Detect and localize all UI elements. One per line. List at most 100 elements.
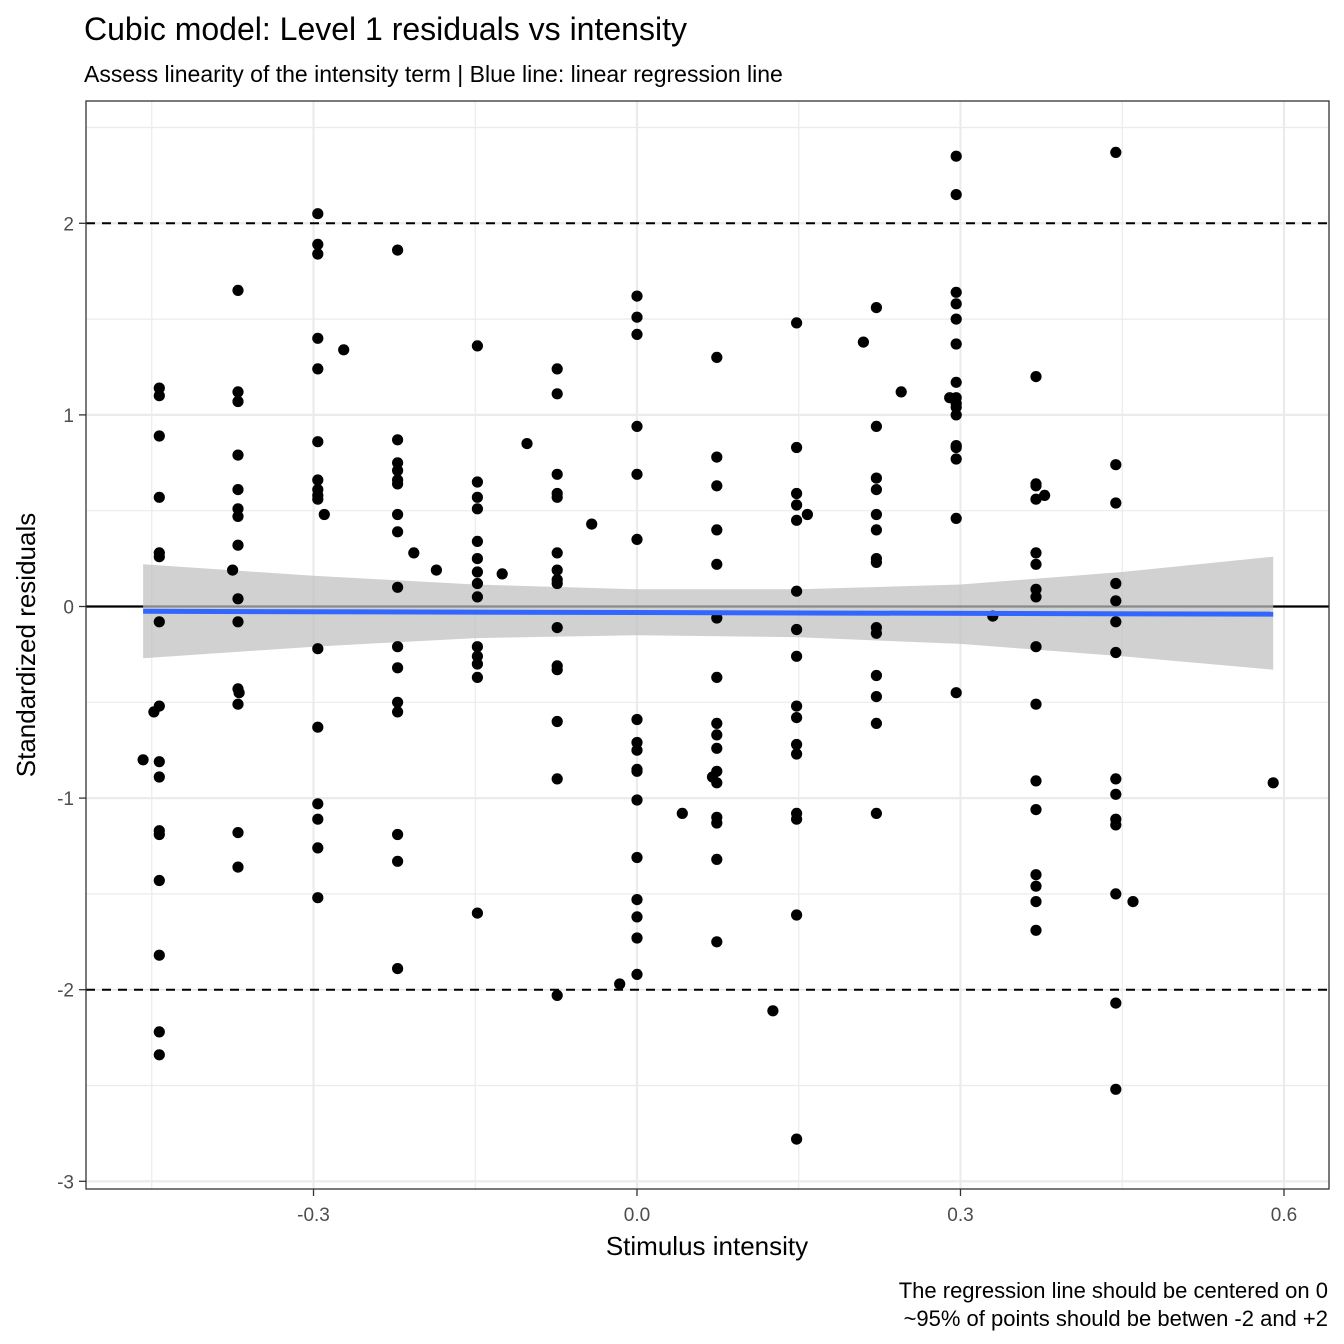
data-point — [1110, 459, 1122, 471]
data-point — [153, 616, 165, 628]
data-point — [1030, 480, 1042, 492]
data-point — [471, 577, 483, 590]
data-point — [312, 474, 324, 486]
data-point — [312, 436, 324, 448]
data-point — [1030, 547, 1042, 559]
scatter-points — [137, 146, 1279, 1145]
data-point — [232, 683, 244, 695]
data-point — [153, 1026, 165, 1038]
data-point — [631, 420, 643, 432]
data-point — [791, 499, 803, 511]
data-point — [950, 313, 962, 325]
caption-line-1: The regression line should be centered o… — [899, 1278, 1328, 1303]
data-point — [312, 363, 324, 375]
data-point — [312, 842, 324, 854]
data-point — [631, 932, 643, 944]
data-point — [950, 338, 962, 350]
data-point — [791, 1133, 803, 1145]
chart-subtitle: Assess linearity of the intensity term |… — [84, 61, 783, 87]
data-point — [711, 671, 723, 684]
data-point — [1110, 146, 1122, 158]
data-point — [791, 623, 803, 636]
data-point — [1110, 773, 1122, 785]
chart-title: Cubic model: Level 1 residuals vs intens… — [84, 11, 687, 47]
data-point — [471, 340, 483, 352]
data-point — [408, 547, 420, 559]
data-point — [551, 564, 563, 576]
data-point — [232, 827, 244, 839]
data-point — [791, 712, 803, 724]
data-point — [312, 238, 324, 250]
data-point — [232, 449, 244, 461]
data-point — [312, 643, 324, 655]
data-point — [1030, 869, 1042, 881]
data-point — [631, 328, 643, 340]
data-point — [1030, 698, 1042, 710]
data-point — [153, 430, 165, 442]
y-tick-label: 0 — [63, 598, 74, 619]
data-point — [1039, 489, 1051, 501]
y-tick-label: 1 — [63, 406, 74, 427]
data-point — [791, 738, 803, 751]
data-point — [870, 669, 883, 682]
panel-border — [85, 100, 1330, 1190]
data-point — [711, 742, 723, 754]
data-point — [870, 691, 883, 703]
data-point — [870, 556, 883, 569]
data-point — [706, 771, 719, 783]
data-point — [232, 861, 244, 873]
x-tick-label: 0.6 — [1271, 1205, 1297, 1226]
data-point — [551, 622, 563, 634]
x-axis: -0.3 0.0 0.3 0.6 — [297, 1189, 1297, 1226]
data-point — [791, 514, 803, 526]
data-point — [791, 909, 803, 921]
data-point — [551, 363, 563, 375]
data-point — [1110, 595, 1122, 607]
data-point — [153, 1049, 165, 1061]
data-point — [551, 468, 563, 480]
y-tick-label: -2 — [57, 981, 74, 1002]
data-point — [551, 715, 563, 728]
data-point — [153, 771, 165, 783]
data-point — [496, 568, 508, 580]
data-point — [153, 700, 165, 712]
data-point — [312, 208, 324, 220]
data-point — [232, 698, 244, 710]
data-point — [791, 585, 803, 597]
data-point — [791, 441, 803, 454]
data-point — [950, 150, 962, 162]
data-point — [791, 700, 803, 712]
data-point — [870, 807, 883, 820]
data-point — [631, 894, 643, 906]
data-point — [1030, 924, 1042, 936]
data-point — [1110, 1083, 1122, 1095]
data-point — [232, 484, 244, 496]
data-point — [232, 539, 244, 551]
data-point — [711, 524, 723, 536]
data-point — [1110, 819, 1122, 831]
data-point — [950, 687, 962, 699]
data-point — [1030, 804, 1042, 816]
data-point — [631, 794, 643, 806]
data-point — [471, 641, 483, 653]
data-point — [153, 874, 165, 887]
data-point — [791, 487, 803, 500]
data-point — [392, 696, 404, 708]
data-point — [676, 807, 688, 820]
data-point — [631, 311, 643, 323]
data-point — [631, 290, 643, 302]
data-point — [950, 512, 962, 525]
data-point — [1030, 371, 1042, 383]
data-point — [227, 564, 239, 576]
data-point — [631, 765, 643, 777]
data-point — [392, 828, 404, 841]
data-point — [895, 386, 907, 398]
data-point — [232, 284, 244, 296]
data-point — [153, 949, 165, 961]
data-point — [870, 472, 883, 484]
data-point — [312, 892, 324, 904]
data-point — [551, 547, 563, 559]
data-point — [312, 813, 324, 825]
data-point — [791, 317, 803, 329]
data-point — [870, 302, 883, 314]
